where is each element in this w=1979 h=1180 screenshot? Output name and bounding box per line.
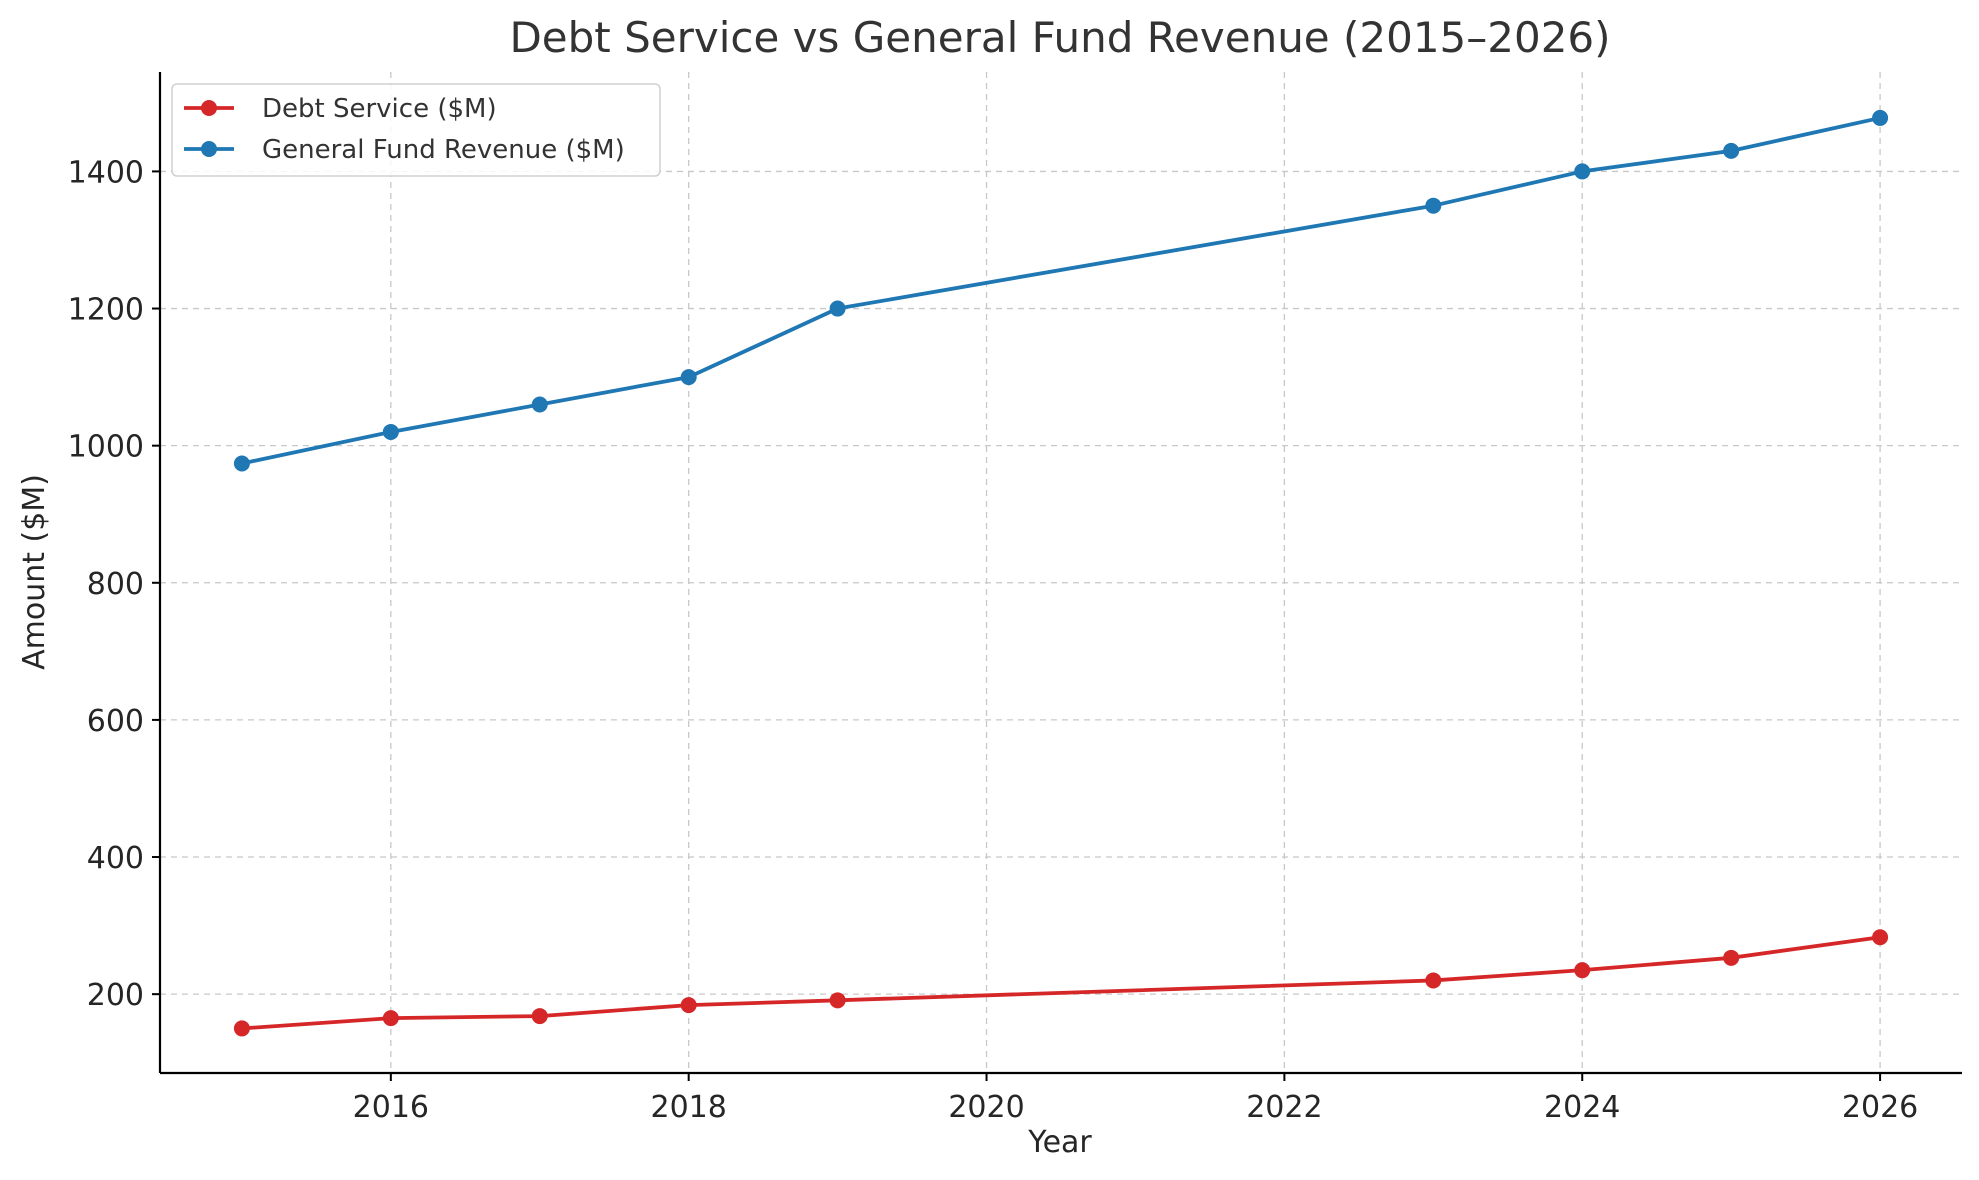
data-point bbox=[829, 300, 846, 317]
y-tick-label: 600 bbox=[87, 704, 144, 739]
data-point bbox=[233, 455, 250, 472]
y-tick-label: 1400 bbox=[68, 155, 144, 190]
legend-items: Debt Service ($M) General Fund Revenue ($… bbox=[184, 94, 625, 165]
ticks: 2016 2018 2020 2022 2024 2026 200 400 600 800 1000… bbox=[68, 155, 1919, 1125]
y-tick-label: 400 bbox=[87, 841, 144, 876]
data-point bbox=[531, 1008, 548, 1025]
data-point bbox=[680, 369, 697, 386]
y-axis-title: Amount ($M) bbox=[17, 474, 52, 670]
x-axis-title: Year bbox=[1027, 1125, 1092, 1160]
x-tick-label: 2018 bbox=[651, 1090, 727, 1125]
data-point bbox=[1425, 972, 1442, 989]
x-tick-label: 2022 bbox=[1246, 1090, 1322, 1125]
data-point bbox=[233, 1020, 250, 1037]
legend-swatch-marker bbox=[201, 100, 217, 116]
data-point bbox=[382, 1010, 399, 1027]
data-point bbox=[1574, 163, 1591, 180]
series-line bbox=[240, 935, 1882, 1031]
y-tick-label: 1000 bbox=[68, 430, 144, 465]
y-tick-label: 200 bbox=[87, 978, 144, 1013]
legend: Debt Service ($M) General Fund Revenue ($… bbox=[171, 83, 661, 177]
y-tick-label: 1200 bbox=[68, 293, 144, 328]
data-point bbox=[829, 992, 846, 1009]
legend-item: General Fund Revenue ($M) bbox=[184, 135, 625, 165]
series-0 bbox=[233, 929, 1889, 1037]
data-point bbox=[1723, 142, 1740, 159]
legend-label: General Fund Revenue ($M) bbox=[262, 135, 625, 165]
grid bbox=[160, 72, 1962, 1073]
x-tick-label: 2024 bbox=[1544, 1090, 1620, 1125]
legend-label: Debt Service ($M) bbox=[262, 94, 497, 124]
y-tick-label: 800 bbox=[87, 567, 144, 602]
data-point bbox=[531, 396, 548, 413]
data-point bbox=[382, 423, 399, 440]
data-point bbox=[1872, 109, 1889, 126]
x-tick-label: 2020 bbox=[948, 1090, 1024, 1125]
data-point bbox=[1872, 929, 1889, 946]
series-1 bbox=[233, 109, 1889, 472]
legend-frame bbox=[171, 83, 661, 177]
data-point bbox=[1723, 949, 1740, 966]
series-layer bbox=[233, 109, 1889, 1037]
x-tick-label: 2026 bbox=[1842, 1090, 1918, 1125]
data-point bbox=[1574, 962, 1591, 979]
chart-title: Debt Service vs General Fund Revenue (20… bbox=[509, 13, 1610, 62]
legend-item: Debt Service ($M) bbox=[184, 94, 497, 124]
x-tick-label: 2016 bbox=[353, 1090, 429, 1125]
data-point bbox=[680, 997, 697, 1014]
data-point bbox=[1425, 197, 1442, 214]
legend-swatch-marker bbox=[201, 141, 217, 157]
axes bbox=[158, 72, 1962, 1075]
